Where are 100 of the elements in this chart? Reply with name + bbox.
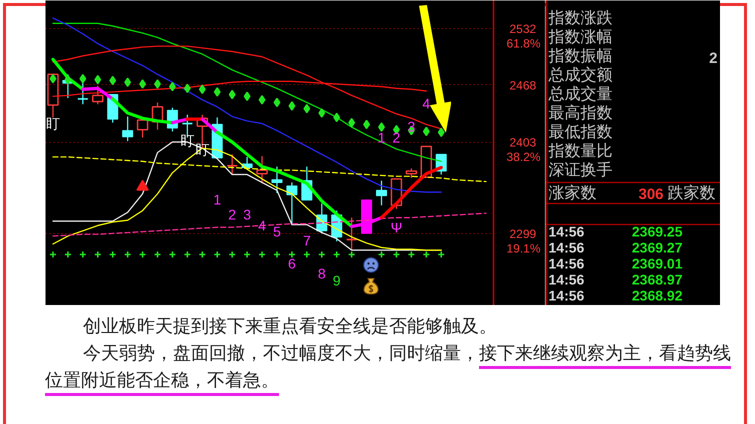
- point: [288, 101, 296, 111]
- y-tick-label: 2403: [510, 136, 537, 150]
- point: [168, 250, 176, 258]
- point: [139, 79, 146, 89]
- point: [64, 250, 72, 258]
- point: [437, 250, 445, 258]
- point: [332, 250, 340, 258]
- annotation: 6: [288, 256, 296, 272]
- annotation: 1: [213, 192, 222, 208]
- text: 指数涨幅: [548, 28, 612, 46]
- point: [243, 250, 251, 258]
- point: [213, 250, 221, 258]
- point: [79, 250, 87, 258]
- point: [49, 250, 57, 258]
- point: [154, 79, 161, 89]
- text: 14:56: [548, 224, 585, 240]
- text: 总成交额: [548, 66, 612, 84]
- point: [108, 250, 116, 258]
- text: 14:56: [548, 288, 585, 304]
- annotation: 8: [318, 266, 326, 282]
- point: [79, 74, 86, 84]
- text: 14:56: [548, 240, 585, 256]
- point: [318, 108, 326, 118]
- point: [303, 250, 311, 258]
- text: 最低指数: [548, 123, 612, 141]
- annotation: 盯: [46, 116, 60, 132]
- candlestick: [376, 180, 388, 206]
- point: [378, 250, 386, 258]
- point: [274, 98, 280, 108]
- annotation: 2: [228, 206, 236, 222]
- point: [228, 250, 236, 258]
- text: 2: [709, 50, 718, 67]
- y2-tick-label: 61.8%: [506, 36, 541, 51]
- point: [348, 250, 356, 258]
- candlestick: [420, 146, 432, 178]
- point: [138, 250, 146, 258]
- text: 306: [638, 186, 664, 203]
- candlestick: [346, 217, 358, 251]
- point: [244, 92, 251, 102]
- point: [154, 250, 162, 258]
- point: [348, 118, 356, 128]
- candlestick: [271, 166, 282, 194]
- point: [318, 250, 326, 258]
- text: 创业板昨天提到接下来重点看安全线是否能够触及。: [82, 315, 498, 338]
- annotation: 4: [422, 96, 430, 112]
- point: [169, 82, 176, 92]
- point: [422, 126, 430, 136]
- point: [228, 90, 236, 100]
- point: [214, 87, 221, 97]
- text: 涨家数: [548, 184, 596, 202]
- candlestick: [47, 74, 59, 118]
- point: [288, 250, 296, 258]
- annotation: 3: [243, 206, 252, 222]
- point: [124, 77, 132, 87]
- annotation: 1: [378, 130, 386, 146]
- text: 指数振幅: [548, 47, 612, 65]
- y2-tick-label: 19.1%: [506, 241, 541, 256]
- point: [422, 250, 430, 258]
- text: 14:56: [548, 272, 585, 288]
- annotation: Ψ: [390, 220, 402, 236]
- text: 2368.97: [632, 272, 683, 288]
- point: [94, 74, 102, 84]
- point: [109, 76, 116, 86]
- text: 最高指数: [548, 104, 612, 122]
- point: [273, 250, 281, 258]
- point: [50, 74, 56, 84]
- text: 指数涨跌: [548, 9, 612, 27]
- y-tick-label: 2468: [510, 78, 537, 92]
- text: 2369.27: [632, 240, 683, 256]
- annotation: 2: [392, 130, 401, 146]
- y-tick-label: 2299: [510, 226, 537, 241]
- point: [408, 250, 416, 258]
- point: [438, 128, 445, 138]
- point: [124, 250, 132, 258]
- point: [258, 250, 266, 258]
- y-tick-label: 2532: [510, 22, 537, 36]
- text: 14:56: [548, 256, 585, 272]
- text: 2369.25: [632, 224, 683, 240]
- point: [333, 112, 340, 122]
- point: [198, 84, 206, 94]
- point: [184, 84, 191, 94]
- annotation: 7: [302, 232, 311, 248]
- annotation: 5: [273, 224, 282, 240]
- text: 位置附近能否企稳，不着急。: [45, 370, 279, 390]
- point: [378, 122, 385, 132]
- point: [392, 250, 400, 258]
- text: 跌家数: [668, 184, 716, 202]
- point: [198, 250, 206, 258]
- text: 2368.92: [632, 288, 683, 304]
- point: [94, 250, 102, 258]
- text: 总成交量: [548, 85, 612, 103]
- text: 指数量比: [548, 142, 612, 160]
- text: 接下来继续观察为主，看趋势线: [479, 343, 731, 363]
- y2-tick-label: 38.2%: [506, 150, 541, 164]
- candlestick: [256, 155, 268, 184]
- annotation: 9: [332, 272, 341, 288]
- point: [303, 104, 310, 114]
- text: 深证换手: [548, 161, 612, 179]
- text: 2369.01: [632, 256, 683, 272]
- point: [363, 120, 370, 130]
